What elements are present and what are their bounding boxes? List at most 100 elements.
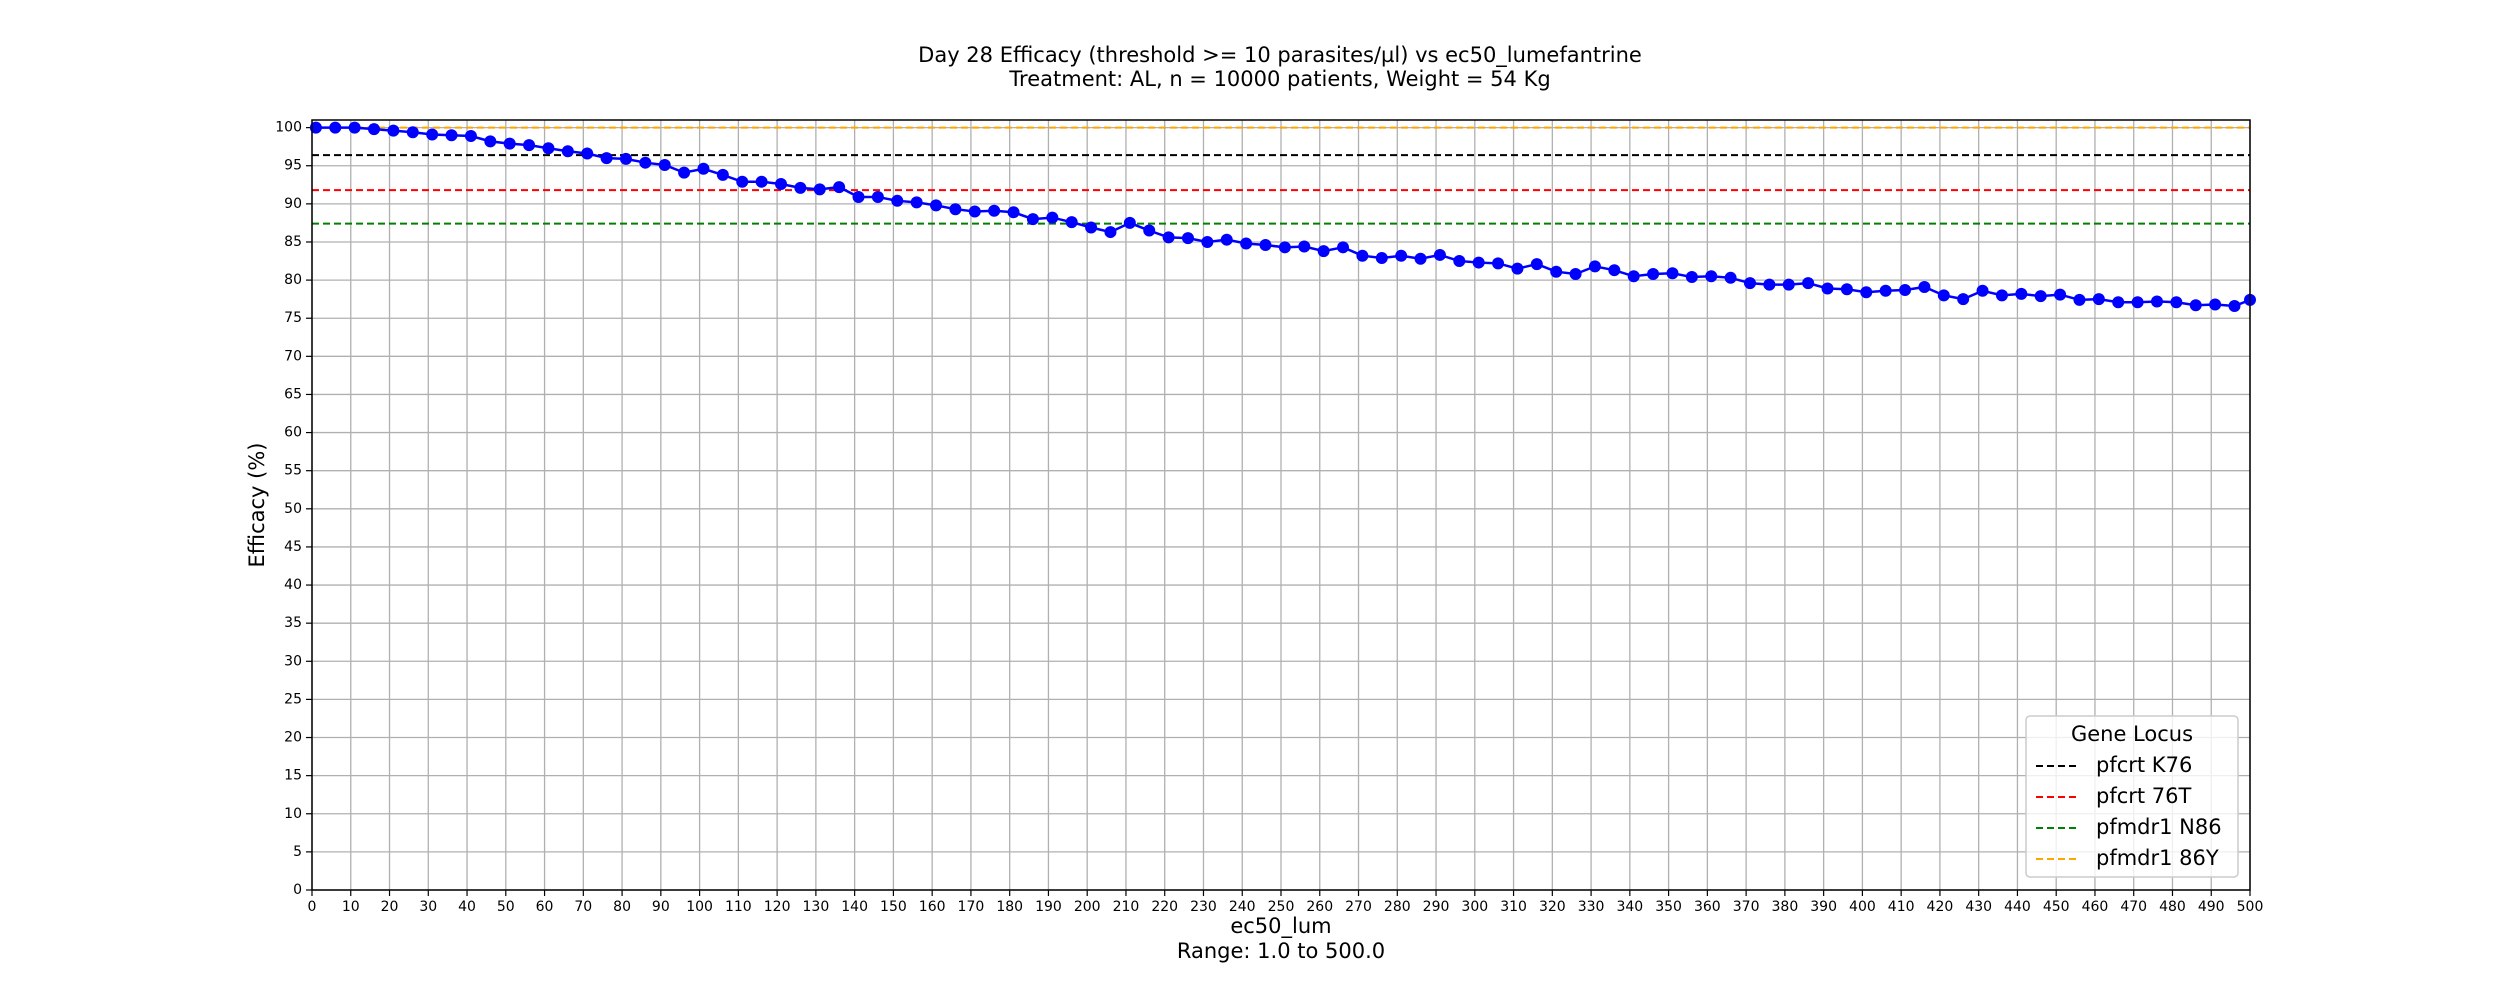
x-tick-label: 220 bbox=[1151, 899, 1178, 915]
data-point bbox=[1123, 216, 1136, 229]
data-point bbox=[1337, 241, 1350, 254]
data-point bbox=[2015, 287, 2028, 300]
data-point bbox=[1879, 284, 1892, 297]
x-tick-label: 390 bbox=[1810, 899, 1837, 915]
x-tick-label: 200 bbox=[1074, 899, 1101, 915]
data-point bbox=[1569, 268, 1582, 280]
data-point bbox=[1278, 241, 1291, 254]
data-point bbox=[484, 135, 497, 148]
data-point bbox=[988, 204, 1001, 217]
data-point bbox=[2092, 293, 2105, 306]
data-point bbox=[930, 199, 943, 212]
data-point bbox=[1782, 278, 1795, 291]
data-point bbox=[1840, 283, 1853, 296]
data-point bbox=[1104, 226, 1117, 239]
y-tick-label: 50 bbox=[284, 501, 302, 517]
y-tick-label: 15 bbox=[284, 768, 302, 784]
x-tick-label: 360 bbox=[1694, 899, 1721, 915]
data-point bbox=[2112, 296, 2125, 309]
data-point bbox=[2170, 296, 2183, 309]
data-point bbox=[1995, 289, 2008, 302]
data-point bbox=[1065, 216, 1078, 229]
data-point bbox=[1821, 282, 1834, 295]
y-tick-label: 55 bbox=[284, 463, 302, 479]
data-point bbox=[2073, 293, 2086, 306]
x-tick-label: 480 bbox=[2159, 899, 2186, 915]
data-point bbox=[658, 158, 671, 171]
data-point bbox=[755, 175, 768, 188]
data-point bbox=[561, 145, 574, 158]
y-tick-label: 85 bbox=[284, 234, 302, 250]
y-tick-label: 40 bbox=[284, 577, 302, 593]
data-point bbox=[1918, 280, 1931, 293]
x-tick-label: 10 bbox=[342, 899, 360, 915]
data-point bbox=[1414, 252, 1427, 265]
data-point bbox=[426, 128, 439, 141]
data-point bbox=[871, 191, 884, 203]
x-tick-label: 120 bbox=[764, 899, 791, 915]
data-point bbox=[523, 139, 536, 152]
plot-frame bbox=[311, 119, 2251, 891]
data-point bbox=[794, 181, 807, 194]
data-point bbox=[368, 123, 381, 136]
x-tick-label: 430 bbox=[1965, 899, 1992, 915]
data-point bbox=[968, 205, 981, 218]
data-point bbox=[1472, 256, 1485, 269]
y-tick-label: 0 bbox=[293, 882, 302, 898]
data-point bbox=[736, 175, 749, 188]
x-tick-label: 420 bbox=[1927, 899, 1954, 915]
x-tick-label: 260 bbox=[1306, 899, 1333, 915]
x-tick-label: 370 bbox=[1733, 899, 1760, 915]
x-tick-label: 270 bbox=[1345, 899, 1372, 915]
x-tick-label: 340 bbox=[1616, 899, 1643, 915]
x-axis-note: Range: 1.0 to 500.0 bbox=[1177, 939, 1385, 963]
data-point bbox=[619, 152, 632, 165]
data-point bbox=[1220, 233, 1233, 246]
data-point bbox=[1356, 249, 1369, 262]
y-axis-label: Efficacy (%) bbox=[245, 443, 269, 568]
data-point bbox=[581, 147, 594, 160]
data-point bbox=[2054, 288, 2067, 301]
x-tick-label: 180 bbox=[996, 899, 1023, 915]
y-tick-label: 5 bbox=[293, 844, 302, 860]
y-tick-label: 35 bbox=[284, 615, 302, 631]
data-point bbox=[1240, 237, 1253, 250]
x-tick-label: 250 bbox=[1268, 899, 1295, 915]
data-point bbox=[1298, 240, 1311, 253]
y-tick-label: 75 bbox=[284, 310, 302, 326]
x-tick-label: 30 bbox=[419, 899, 437, 915]
data-point bbox=[1608, 264, 1621, 277]
data-point bbox=[1705, 270, 1718, 283]
x-tick-label: 380 bbox=[1772, 899, 1799, 915]
y-tick-label: 90 bbox=[284, 196, 302, 212]
x-tick-label: 160 bbox=[919, 899, 946, 915]
data-point bbox=[329, 121, 342, 134]
data-point bbox=[1162, 231, 1175, 244]
data-point bbox=[1976, 284, 1989, 297]
data-point bbox=[1007, 206, 1020, 219]
legend-box bbox=[2025, 715, 2239, 878]
data-point bbox=[1433, 248, 1446, 261]
y-tick-label: 60 bbox=[284, 425, 302, 441]
x-tick-label: 230 bbox=[1190, 899, 1217, 915]
x-tick-label: 350 bbox=[1655, 899, 1682, 915]
data-point bbox=[1375, 251, 1388, 264]
data-point bbox=[1511, 262, 1524, 275]
y-tick-label: 95 bbox=[284, 158, 302, 174]
data-point bbox=[503, 137, 516, 150]
data-point bbox=[1026, 213, 1039, 226]
data-point bbox=[348, 121, 361, 134]
y-tick-label: 80 bbox=[284, 272, 302, 288]
data-point bbox=[387, 124, 400, 137]
y-tick-label: 10 bbox=[284, 806, 302, 822]
data-point bbox=[1181, 232, 1194, 245]
y-tick-label: 20 bbox=[284, 730, 302, 746]
data-point bbox=[833, 181, 846, 194]
x-tick-label: 320 bbox=[1539, 899, 1566, 915]
data-point bbox=[2209, 298, 2222, 311]
data-point bbox=[697, 162, 710, 175]
x-tick-label: 190 bbox=[1035, 899, 1062, 915]
y-tick-label: 30 bbox=[284, 653, 302, 669]
data-point bbox=[1550, 265, 1563, 278]
